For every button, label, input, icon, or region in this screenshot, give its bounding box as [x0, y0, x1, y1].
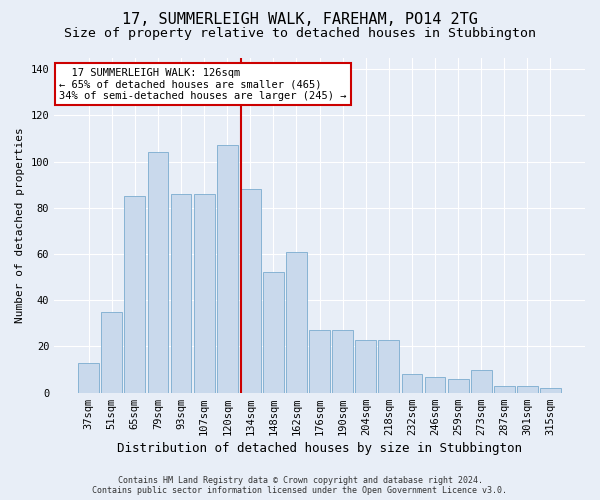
Bar — [217, 146, 238, 392]
Bar — [471, 370, 491, 392]
Bar — [355, 340, 376, 392]
Bar — [517, 386, 538, 392]
Bar — [401, 374, 422, 392]
Bar — [263, 272, 284, 392]
Bar — [448, 379, 469, 392]
Bar — [170, 194, 191, 392]
Bar — [494, 386, 515, 392]
Bar — [240, 190, 261, 392]
Y-axis label: Number of detached properties: Number of detached properties — [15, 127, 25, 323]
Bar — [332, 330, 353, 392]
Text: Contains HM Land Registry data © Crown copyright and database right 2024.
Contai: Contains HM Land Registry data © Crown c… — [92, 476, 508, 495]
Bar — [309, 330, 330, 392]
Text: 17 SUMMERLEIGH WALK: 126sqm  
← 65% of detached houses are smaller (465)
34% of : 17 SUMMERLEIGH WALK: 126sqm ← 65% of det… — [59, 68, 347, 101]
Bar — [148, 152, 169, 392]
Bar — [124, 196, 145, 392]
Bar — [101, 312, 122, 392]
Bar — [78, 362, 99, 392]
Text: 17, SUMMERLEIGH WALK, FAREHAM, PO14 2TG: 17, SUMMERLEIGH WALK, FAREHAM, PO14 2TG — [122, 12, 478, 28]
Bar — [425, 376, 445, 392]
Bar — [540, 388, 561, 392]
Text: Size of property relative to detached houses in Stubbington: Size of property relative to detached ho… — [64, 28, 536, 40]
X-axis label: Distribution of detached houses by size in Stubbington: Distribution of detached houses by size … — [117, 442, 522, 455]
Bar — [194, 194, 215, 392]
Bar — [286, 252, 307, 392]
Bar — [379, 340, 399, 392]
